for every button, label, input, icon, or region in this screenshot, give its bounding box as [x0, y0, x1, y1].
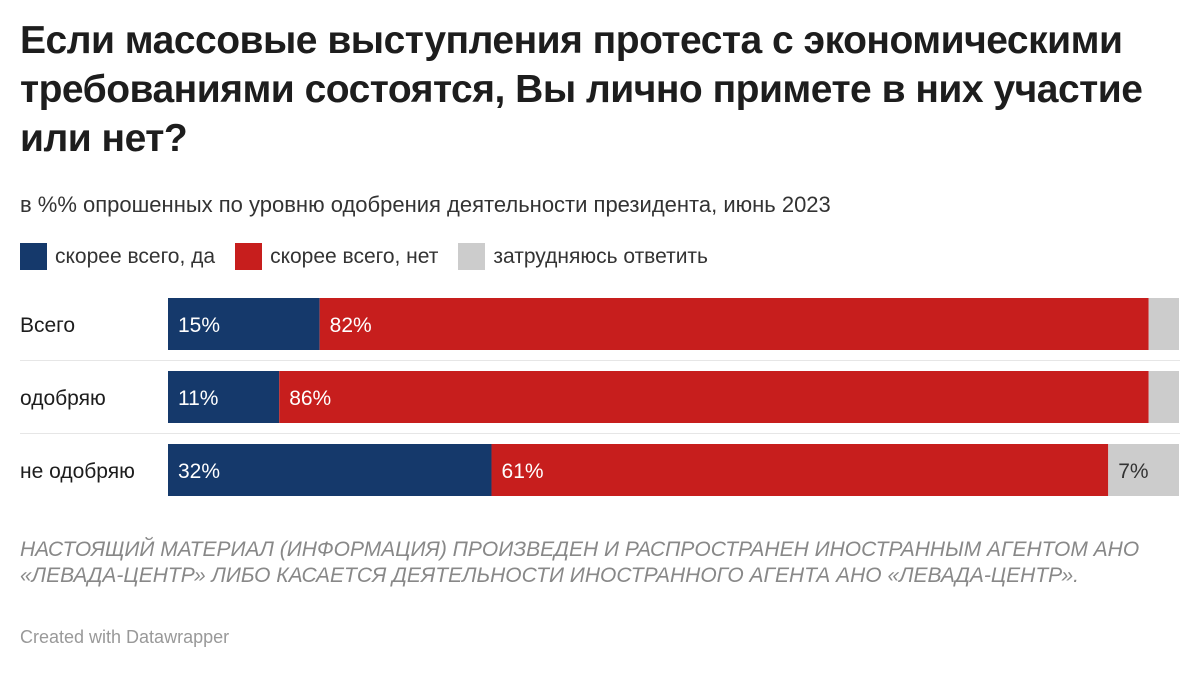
data-label-yes: 32% [178, 460, 220, 483]
bar-segment-no [491, 444, 1109, 496]
stacked-bar-chart: Всего 15% 82% одобряю 11% 86% не одобряю 32% 61%… [20, 298, 1180, 496]
legend-swatch-unsure [458, 243, 486, 270]
bar-segment-yes [168, 371, 280, 423]
row-label: не одобряю [20, 460, 135, 483]
legend-label-unsure: затрудняюсь ответить [493, 244, 708, 268]
bar-row: не одобряю 32% 61% 7% [20, 444, 1179, 496]
legend-swatch-yes [20, 243, 47, 270]
data-label-unsure: 7% [1118, 460, 1148, 483]
legend-item-no: скорее всего, нет [235, 243, 438, 270]
data-label-no: 61% [502, 460, 544, 483]
data-label-no: 82% [330, 314, 372, 337]
bar-segment-unsure [1148, 371, 1179, 423]
row-label: одобряю [20, 387, 106, 410]
chart-subtitle: в %% опрошенных по уровню одобрения деят… [20, 192, 831, 217]
bar-segment-unsure [1148, 298, 1179, 350]
legend-swatch-no [235, 243, 263, 270]
bar-segment-no [319, 298, 1149, 350]
bar-segment-no [279, 371, 1149, 423]
legend-label-yes: скорее всего, да [55, 244, 216, 268]
row-label: Всего [20, 314, 75, 337]
legend-label-no: скорее всего, нет [270, 244, 439, 268]
data-label-yes: 15% [178, 314, 220, 337]
chart-title: Если массовые выступления протеста с эко… [20, 19, 1143, 160]
bar-row: одобряю 11% 86% [20, 371, 1179, 423]
legend-item-unsure: затрудняюсь ответить [458, 243, 708, 270]
bar-segment-unsure [1108, 444, 1179, 496]
data-label-no: 86% [289, 387, 331, 410]
bar-segment-yes [168, 298, 320, 350]
legend-item-yes: скорее всего, да [20, 243, 215, 270]
data-label-yes: 11% [178, 387, 218, 410]
foreign-agent-notice: НАСТОЯЩИЙ МАТЕРИАЛ (ИНФОРМАЦИЯ) ПРОИЗВЕД… [20, 538, 1140, 587]
legend: скорее всего, да скорее всего, нет затру… [20, 243, 728, 270]
bar-row: Всего 15% 82% [20, 298, 1179, 350]
datawrapper-credit: Created with Datawrapper [20, 627, 230, 647]
bar-segment-yes [168, 444, 492, 496]
